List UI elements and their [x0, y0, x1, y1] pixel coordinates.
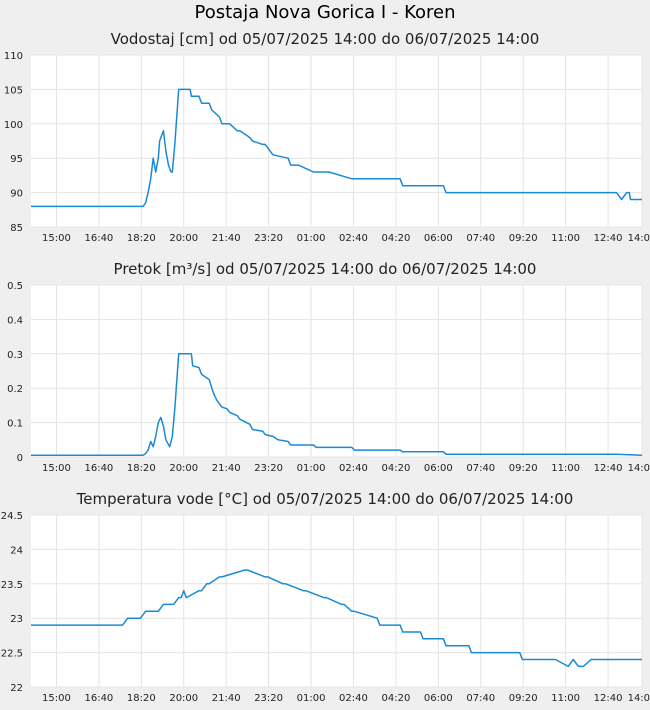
y-tick-label: 22 — [10, 683, 23, 694]
x-tick-label: 20:00 — [169, 463, 198, 474]
x-tick-label: 02:40 — [339, 693, 368, 704]
water-level-chart: Vodostaj [cm] od 05/07/2025 14:00 do 06/… — [0, 30, 650, 248]
plot-area — [31, 55, 642, 227]
y-tick-label: 0.3 — [7, 350, 23, 361]
x-tick-label: 04:20 — [381, 233, 410, 244]
y-tick-label: 24.5 — [1, 511, 23, 522]
x-tick-label: 04:20 — [381, 463, 410, 474]
y-tick-label: 90 — [10, 189, 23, 200]
plot-area — [31, 515, 642, 687]
page-title: Postaja Nova Gorica I - Koren — [0, 2, 650, 23]
x-tick-label: 21:40 — [212, 463, 241, 474]
x-tick-label: 23:20 — [254, 693, 283, 704]
y-tick-label: 22.5 — [1, 649, 23, 660]
x-tick-label: 18:20 — [127, 693, 156, 704]
x-tick-label: 15:00 — [42, 693, 71, 704]
x-tick-label: 11:00 — [551, 233, 580, 244]
y-tick-label: 0.4 — [7, 315, 23, 326]
x-tick-label: 02:40 — [339, 233, 368, 244]
x-tick-label: 01:00 — [297, 233, 326, 244]
x-tick-label: 14:00 — [628, 693, 650, 704]
x-tick-label: 09:20 — [509, 463, 538, 474]
y-tick-label: 100 — [4, 120, 23, 131]
y-tick-label: 23 — [10, 614, 23, 625]
x-tick-label: 01:00 — [297, 463, 326, 474]
x-tick-label: 16:40 — [84, 693, 113, 704]
water-temperature-chart: Temperatura vode [°C] od 05/07/2025 14:0… — [0, 490, 650, 710]
x-tick-label: 16:40 — [84, 463, 113, 474]
x-tick-label: 21:40 — [212, 233, 241, 244]
x-tick-label: 20:00 — [169, 233, 198, 244]
x-tick-label: 21:40 — [212, 693, 241, 704]
x-tick-label: 15:00 — [42, 233, 71, 244]
y-tick-label: 0.2 — [7, 384, 23, 395]
x-tick-label: 18:20 — [127, 463, 156, 474]
plot-area — [31, 285, 642, 457]
x-tick-label: 06:00 — [424, 463, 453, 474]
x-tick-label: 07:40 — [466, 693, 495, 704]
x-tick-label: 16:40 — [84, 233, 113, 244]
x-tick-label: 02:40 — [339, 463, 368, 474]
x-tick-label: 14:00 — [628, 463, 650, 474]
x-tick-label: 20:00 — [169, 693, 198, 704]
x-tick-label: 14:00 — [628, 233, 650, 244]
y-tick-label: 110 — [4, 51, 23, 62]
x-tick-label: 11:00 — [551, 463, 580, 474]
y-tick-label: 0.1 — [7, 419, 23, 430]
y-tick-label: 85 — [10, 223, 23, 234]
x-tick-label: 12:40 — [594, 693, 623, 704]
x-tick-label: 23:20 — [254, 233, 283, 244]
x-tick-label: 06:00 — [424, 233, 453, 244]
y-tick-label: 95 — [10, 154, 23, 165]
water-level-plot: 85 90 95 100 105 110 15:00 16:40 18:20 20:00 21:40… — [0, 30, 650, 248]
x-tick-label: 18:20 — [127, 233, 156, 244]
water-temperature-plot: 22 22.5 23 23.5 24 24.5 15:00 16:40 18:20 20:00 21… — [0, 490, 650, 710]
x-tick-label: 12:40 — [594, 463, 623, 474]
x-tick-label: 09:20 — [509, 693, 538, 704]
y-tick-label: 24 — [10, 545, 23, 556]
y-tick-label: 0 — [17, 453, 23, 464]
x-tick-label: 07:40 — [466, 463, 495, 474]
x-tick-label: 23:20 — [254, 463, 283, 474]
x-tick-label: 06:00 — [424, 693, 453, 704]
x-tick-label: 07:40 — [466, 233, 495, 244]
x-tick-label: 01:00 — [297, 693, 326, 704]
x-tick-label: 04:20 — [381, 693, 410, 704]
flow-chart: Pretok [m³/s] od 05/07/2025 14:00 do 06/… — [0, 260, 650, 478]
y-tick-label: 105 — [4, 85, 23, 96]
y-tick-label: 0.5 — [7, 281, 23, 292]
x-tick-label: 11:00 — [551, 693, 580, 704]
x-tick-label: 12:40 — [594, 233, 623, 244]
x-tick-label: 15:00 — [42, 463, 71, 474]
x-tick-label: 09:20 — [509, 233, 538, 244]
flow-plot: 0 0.1 0.2 0.3 0.4 0.5 15:00 16:40 18:20 20:00 21:4… — [0, 260, 650, 478]
y-tick-label: 23.5 — [1, 580, 23, 591]
